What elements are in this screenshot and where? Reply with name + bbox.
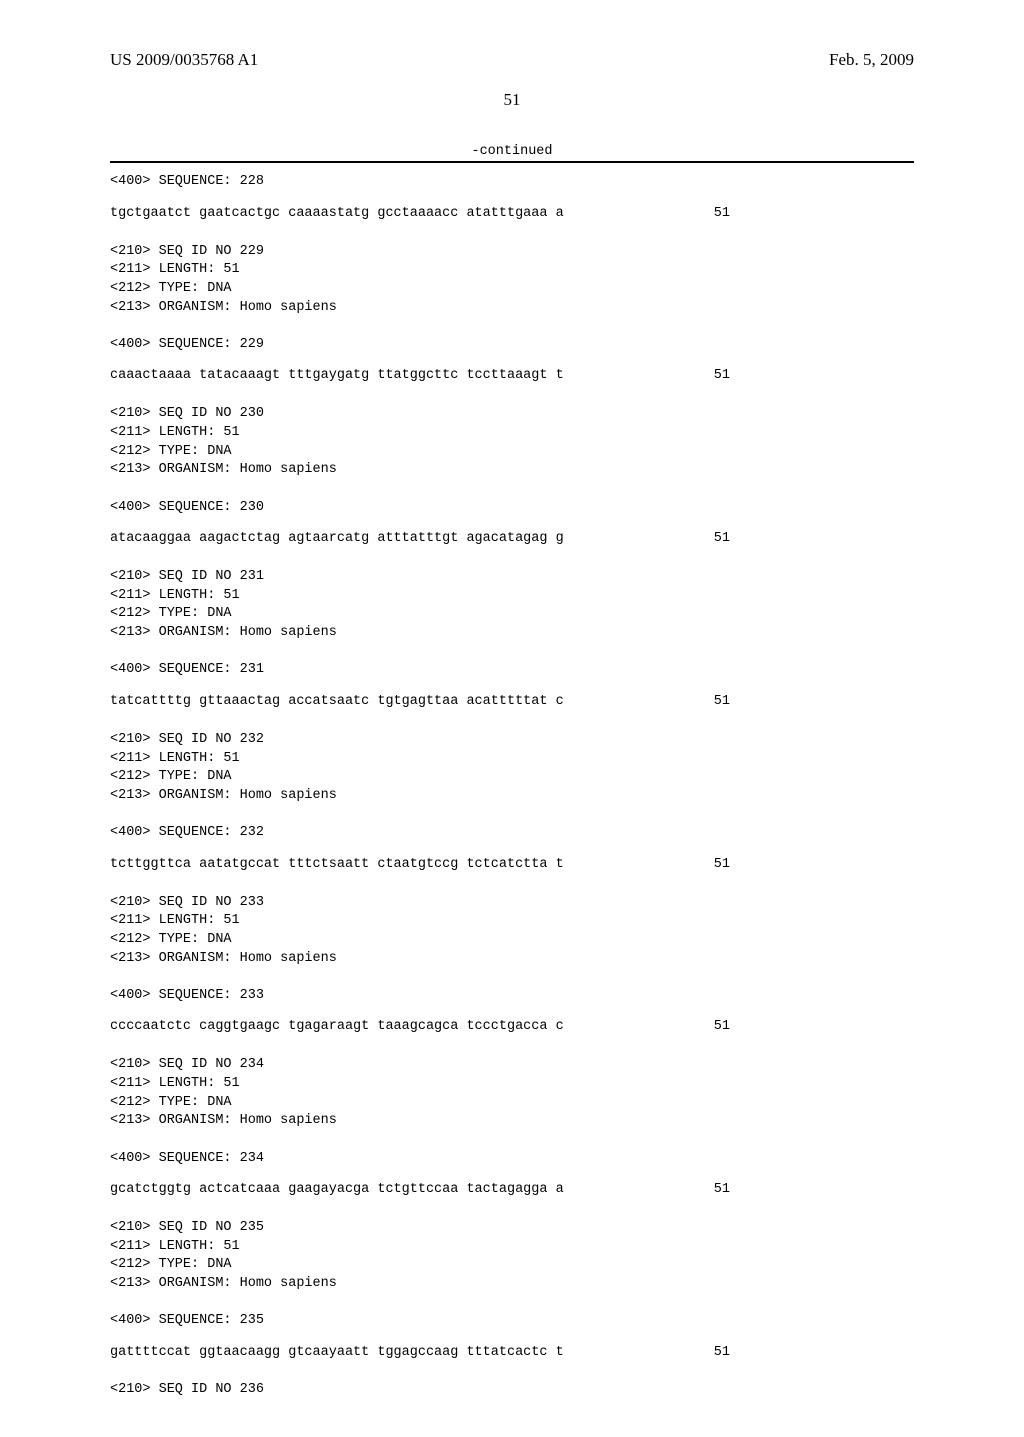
- sequence-meta-232: <210> SEQ ID NO 232 <211> LENGTH: 51 <21…: [110, 731, 914, 843]
- sequence-meta-234: <210> SEQ ID NO 234 <211> LENGTH: 51 <21…: [110, 1056, 914, 1168]
- sequence-meta-229: <210> SEQ ID NO 229 <211> LENGTH: 51 <21…: [110, 243, 914, 355]
- page-header: US 2009/0035768 A1 Feb. 5, 2009: [110, 50, 914, 70]
- sequence-length: 51: [714, 1345, 730, 1360]
- sequence-length: 51: [714, 531, 730, 546]
- sequence-line-230: atacaaggaa aagactctag agtaarcatg atttatt…: [110, 531, 730, 546]
- sequence-length: 51: [714, 206, 730, 221]
- sequence-text: gattttccat ggtaacaagg gtcaayaatt tggagcc…: [110, 1345, 564, 1360]
- sequence-line-231: tatcattttg gttaaactag accatsaatc tgtgagt…: [110, 694, 730, 709]
- sequence-pre-header: <400> SEQUENCE: 228: [110, 173, 914, 192]
- sequence-header-236: <210> SEQ ID NO 236: [110, 1382, 914, 1397]
- sequence-meta-230: <210> SEQ ID NO 230 <211> LENGTH: 51 <21…: [110, 405, 914, 517]
- continued-label: -continued: [110, 144, 914, 159]
- sequence-length: 51: [714, 1019, 730, 1034]
- sequence-meta-235: <210> SEQ ID NO 235 <211> LENGTH: 51 <21…: [110, 1219, 914, 1331]
- sequence-text: tcttggttca aatatgccat tttctsaatt ctaatgt…: [110, 857, 564, 872]
- sequence-length: 51: [714, 1182, 730, 1197]
- publication-date: Feb. 5, 2009: [829, 50, 914, 70]
- page-number: 51: [110, 90, 914, 110]
- sequence-text: tatcattttg gttaaactag accatsaatc tgtgagt…: [110, 694, 564, 709]
- page-container: US 2009/0035768 A1 Feb. 5, 2009 51 -cont…: [0, 0, 1024, 1437]
- top-rule: [110, 161, 914, 163]
- sequence-line-235: gattttccat ggtaacaagg gtcaayaatt tggagcc…: [110, 1345, 730, 1360]
- sequence-length: 51: [714, 368, 730, 383]
- sequence-line-234: gcatctggtg actcatcaaa gaagayacga tctgttc…: [110, 1182, 730, 1197]
- sequence-meta-233: <210> SEQ ID NO 233 <211> LENGTH: 51 <21…: [110, 894, 914, 1006]
- sequence-meta-231: <210> SEQ ID NO 231 <211> LENGTH: 51 <21…: [110, 568, 914, 680]
- sequence-line-232: tcttggttca aatatgccat tttctsaatt ctaatgt…: [110, 857, 730, 872]
- sequence-line-233: ccccaatctc caggtgaagc tgagaraagt taaagca…: [110, 1019, 730, 1034]
- sequence-length: 51: [714, 694, 730, 709]
- sequence-text: ccccaatctc caggtgaagc tgagaraagt taaagca…: [110, 1019, 564, 1034]
- sequence-text: caaactaaaa tatacaaagt tttgaygatg ttatggc…: [110, 368, 564, 383]
- publication-number: US 2009/0035768 A1: [110, 50, 258, 70]
- sequence-text: gcatctggtg actcatcaaa gaagayacga tctgttc…: [110, 1182, 564, 1197]
- sequence-length: 51: [714, 857, 730, 872]
- sequence-line-228: tgctgaatct gaatcactgc caaaastatg gcctaaa…: [110, 206, 730, 221]
- sequence-text: atacaaggaa aagactctag agtaarcatg atttatt…: [110, 531, 564, 546]
- sequence-line-229: caaactaaaa tatacaaagt tttgaygatg ttatggc…: [110, 368, 730, 383]
- sequence-text: tgctgaatct gaatcactgc caaaastatg gcctaaa…: [110, 206, 564, 221]
